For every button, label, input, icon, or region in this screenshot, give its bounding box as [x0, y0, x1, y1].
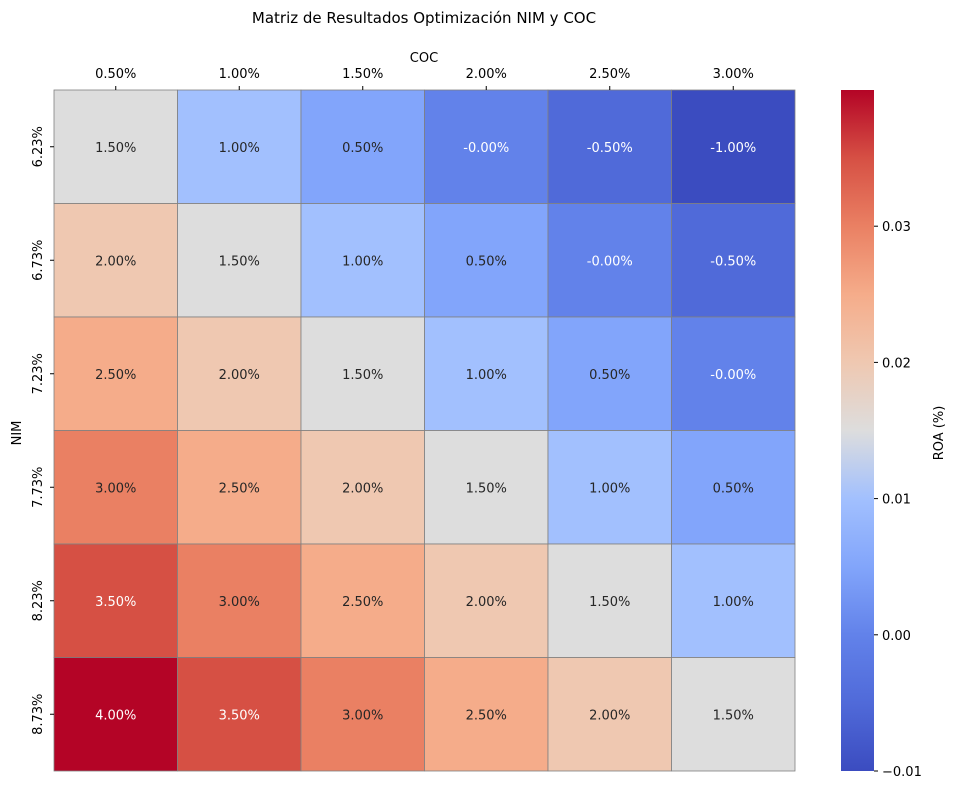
colorbar-tick-label: 0.00 [882, 629, 911, 644]
y-tick-label: 6.73% [31, 240, 46, 281]
heatmap-cell [53, 316, 178, 431]
heatmap-cell [547, 316, 672, 431]
cell-annotation: 2.00% [95, 254, 136, 269]
heatmap-cell [424, 543, 549, 658]
heatmap-cell [671, 316, 796, 431]
cell-annotation: 4.00% [95, 708, 136, 723]
x-tick-label: 2.00% [466, 67, 507, 82]
heatmap-cell [424, 316, 549, 431]
y-tick-label: 8.73% [31, 694, 46, 735]
cell-annotation: 0.50% [342, 141, 383, 156]
cell-annotation: 1.50% [589, 595, 630, 610]
cell-annotations: 1.50% 1.00% 0.50% -0.00% -0.50% -1.00% 2.00% 1.… [95, 141, 756, 724]
heatmap-cell [424, 203, 549, 318]
y-axis-ticks: 6.23% 6.73% 7.23% 7.73% 8.23% 8.73% [31, 126, 54, 735]
cell-annotation: 1.50% [342, 368, 383, 383]
cell-annotation: 1.50% [95, 141, 136, 156]
heatmap-cell [177, 430, 302, 545]
colorbar-ticks: −0.01 0.00 0.01 0.02 0.03 [874, 220, 922, 780]
x-tick-label: 0.50% [95, 67, 136, 82]
heatmap-cell [671, 657, 796, 772]
heatmap-cell [53, 657, 178, 772]
cell-annotation: 2.50% [466, 708, 507, 723]
cell-annotation: 1.00% [466, 368, 507, 383]
x-axis-label: COC [410, 51, 438, 66]
cell-annotation: 2.00% [219, 368, 260, 383]
y-tick-label: 7.73% [31, 467, 46, 508]
x-tick-label: 1.00% [219, 67, 260, 82]
x-tick-label: 3.00% [713, 67, 754, 82]
cell-annotation: 2.00% [466, 595, 507, 610]
heatmap-cell [300, 430, 425, 545]
cell-annotation: 1.00% [219, 141, 260, 156]
cell-annotation: -0.50% [710, 254, 756, 269]
cell-annotation: 1.50% [466, 481, 507, 496]
cell-annotation: -1.00% [710, 141, 756, 156]
heatmap-cell [671, 203, 796, 318]
heatmap-cell [547, 657, 672, 772]
cell-annotation: -0.00% [463, 141, 509, 156]
cell-annotation: 1.50% [713, 708, 754, 723]
heatmap-cell [424, 89, 549, 204]
heatmap-cell [424, 430, 549, 545]
cell-annotation: -0.50% [587, 141, 633, 156]
chart-title: Matriz de Resultados Optimización NIM y … [252, 9, 596, 27]
colorbar-tick-label: −0.01 [882, 765, 922, 780]
cell-annotation: 0.50% [466, 254, 507, 269]
heatmap-cell [53, 543, 178, 658]
cell-annotation: 0.50% [589, 368, 630, 383]
heatmap-cell [53, 430, 178, 545]
colorbar [841, 90, 874, 771]
cell-annotation: 1.00% [713, 595, 754, 610]
x-axis-ticks: 0.50% 1.00% 1.50% 2.00% 2.50% 3.00% [95, 67, 754, 90]
colorbar-tick-label: 0.01 [882, 493, 911, 508]
heatmap-cell [300, 543, 425, 658]
cell-annotation: 1.50% [219, 254, 260, 269]
heatmap-cell [177, 89, 302, 204]
cell-annotation: 3.00% [219, 595, 260, 610]
cell-annotation: 2.50% [95, 368, 136, 383]
colorbar-tick-label: 0.02 [882, 356, 911, 371]
x-tick-label: 2.50% [589, 67, 630, 82]
heatmap-cell [177, 316, 302, 431]
y-tick-label: 8.23% [31, 580, 46, 621]
y-tick-label: 7.23% [31, 353, 46, 394]
cell-annotation: 0.50% [713, 481, 754, 496]
heatmap-cell [53, 203, 178, 318]
cell-annotation: 3.00% [95, 481, 136, 496]
cell-annotation: 1.00% [589, 481, 630, 496]
heatmap-cell [53, 89, 178, 204]
heatmap-cells [53, 89, 796, 772]
heatmap-cell [671, 543, 796, 658]
heatmap-cell [671, 430, 796, 545]
heatmap-cell [547, 89, 672, 204]
cell-annotation: -0.00% [710, 368, 756, 383]
heatmap-cell [547, 543, 672, 658]
cell-annotation: -0.00% [587, 254, 633, 269]
cell-annotation: 2.00% [589, 708, 630, 723]
heatmap-cell [671, 89, 796, 204]
cell-annotation: 2.50% [342, 595, 383, 610]
cell-annotation: 2.00% [342, 481, 383, 496]
cell-annotation: 3.00% [342, 708, 383, 723]
cell-annotation: 1.00% [342, 254, 383, 269]
y-axis-label: NIM [10, 421, 25, 446]
y-tick-label: 6.23% [31, 126, 46, 167]
colorbar-label: ROA (%) [932, 406, 947, 461]
heatmap-cell [424, 657, 549, 772]
cell-annotation: 3.50% [95, 595, 136, 610]
cell-annotation: 2.50% [219, 481, 260, 496]
heatmap-cell [547, 430, 672, 545]
heatmap-cell [177, 203, 302, 318]
cell-annotation: 3.50% [219, 708, 260, 723]
heatmap-cell [300, 316, 425, 431]
colorbar-tick-label: 0.03 [882, 220, 911, 235]
x-tick-label: 1.50% [342, 67, 383, 82]
